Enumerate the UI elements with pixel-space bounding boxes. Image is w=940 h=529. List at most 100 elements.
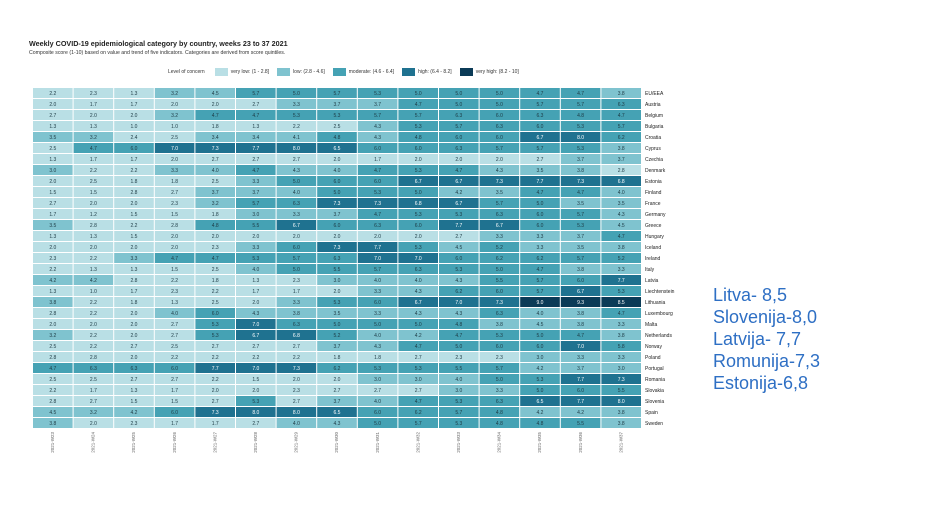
heatmap-cell <box>114 154 154 164</box>
cell-value-label: 1.5 <box>131 234 138 240</box>
week-tick-label: 2021-W27 <box>212 432 217 453</box>
cell-value-label: 1.7 <box>49 212 56 218</box>
heatmap-cell <box>195 253 235 263</box>
cell-value-label: 6.7 <box>496 223 503 229</box>
heatmap-cell <box>236 110 276 120</box>
cell-value-label: 4.3 <box>374 124 381 130</box>
heatmap-cell <box>479 99 520 109</box>
cell-value-label: 2.7 <box>49 113 56 119</box>
cell-value-label: 2.8 <box>49 399 56 405</box>
week-tick-label: 2021-W34 <box>497 432 502 453</box>
cell-value-label: 5.0 <box>496 102 503 108</box>
heatmap-cell <box>439 220 479 230</box>
heatmap-cell <box>236 187 276 197</box>
cell-value-label: 7.3 <box>212 410 219 416</box>
heatmap-cell <box>33 407 73 417</box>
cell-value-label: 2.0 <box>131 355 138 361</box>
country-label: Luxembourg <box>645 311 673 317</box>
heatmap-cell <box>317 341 357 351</box>
cell-value-label: 7.3 <box>293 366 300 372</box>
heatmap-cell <box>114 341 154 351</box>
cell-value-label: 4.7 <box>90 146 97 152</box>
cell-value-label: 2.0 <box>252 388 259 394</box>
note-line: Slovenija-8,0 <box>713 307 818 327</box>
heatmap-cell <box>236 121 276 131</box>
heatmap-cell <box>114 330 154 340</box>
heatmap-cell <box>114 143 154 153</box>
heatmap-cell <box>154 341 195 351</box>
cell-value-label: 7.3 <box>496 179 503 185</box>
cell-value-label: 5.3 <box>455 399 462 405</box>
heatmap-cell <box>601 176 641 186</box>
cell-value-label: 3.0 <box>537 355 544 361</box>
heatmap-cell <box>479 264 520 274</box>
heatmap-cell <box>560 231 601 241</box>
cell-value-label: 2.2 <box>49 267 56 273</box>
cell-value-label: 2.7 <box>415 388 422 394</box>
heatmap-cell <box>33 418 73 428</box>
heatmap-cell <box>520 242 560 252</box>
cell-value-label: 5.3 <box>415 124 422 130</box>
heatmap-cell <box>357 396 398 406</box>
heatmap-cell <box>154 143 195 153</box>
heatmap-cell <box>479 209 520 219</box>
heatmap-cell <box>439 209 479 219</box>
heatmap-cell <box>520 363 560 373</box>
cell-value-label: 6.3 <box>537 113 544 119</box>
cell-value-label: 4.3 <box>496 168 503 174</box>
cell-value-label: 2.7 <box>131 344 138 350</box>
cell-value-label: 8.0 <box>293 410 300 416</box>
cell-value-label: 4.7 <box>252 113 259 119</box>
heatmap-cell <box>398 143 438 153</box>
heatmap-cell <box>73 341 114 351</box>
cell-value-label: 6.0 <box>415 146 422 152</box>
heatmap-cell <box>114 407 154 417</box>
heatmap-cell <box>276 231 317 241</box>
cell-value-label: 3.5 <box>334 311 341 317</box>
heatmap-cell <box>195 143 235 153</box>
country-label: Cyprus <box>645 146 661 152</box>
heatmap-cell <box>601 99 641 109</box>
heatmap-cell <box>154 418 195 428</box>
heatmap-cell <box>520 407 560 417</box>
cell-value-label: 5.7 <box>415 113 422 119</box>
heatmap-cell <box>560 352 601 362</box>
heatmap-cell <box>236 341 276 351</box>
cell-value-label: 5.0 <box>293 91 300 97</box>
cell-value-label: 3.7 <box>618 157 625 163</box>
cell-value-label: 6.0 <box>131 146 138 152</box>
heatmap-cell <box>479 297 520 307</box>
week-tick-label: 2021-W37 <box>618 432 623 453</box>
heatmap-cell <box>317 165 357 175</box>
cell-value-label: 4.3 <box>415 311 422 317</box>
heatmap-cell <box>33 385 73 395</box>
heatmap-cell <box>439 110 479 120</box>
cell-value-label: 4.8 <box>496 421 503 427</box>
cell-value-label: 3.8 <box>496 322 503 328</box>
heatmap-cell <box>520 286 560 296</box>
legend-swatch <box>214 68 228 76</box>
cell-value-label: 2.5 <box>90 179 97 185</box>
cell-value-label: 8.0 <box>252 410 259 416</box>
heatmap-cell <box>439 418 479 428</box>
heatmap-cell <box>520 231 560 241</box>
cell-value-label: 2.7 <box>212 399 219 405</box>
heatmap-cell <box>195 198 235 208</box>
legend-label: high: (6.4 - 8.2] <box>418 69 452 75</box>
cell-value-label: 2.7 <box>252 102 259 108</box>
heatmap-cell <box>520 253 560 263</box>
heatmap-cell <box>520 341 560 351</box>
heatmap-cell <box>439 253 479 263</box>
heatmap-cell <box>114 88 154 98</box>
heatmap-cell <box>560 88 601 98</box>
cell-value-label: 5.3 <box>618 289 625 295</box>
heatmap-cell <box>398 341 438 351</box>
heatmap-cell <box>114 253 154 263</box>
cell-value-label: 3.7 <box>577 157 584 163</box>
legend-item-very-low: very low: (1 - 2.8] <box>214 68 269 76</box>
cell-value-label: 3.3 <box>293 300 300 306</box>
heatmap-cell <box>520 374 560 384</box>
heatmap-cell <box>479 352 520 362</box>
cell-value-label: 1.3 <box>49 157 56 163</box>
heatmap-cell <box>195 220 235 230</box>
